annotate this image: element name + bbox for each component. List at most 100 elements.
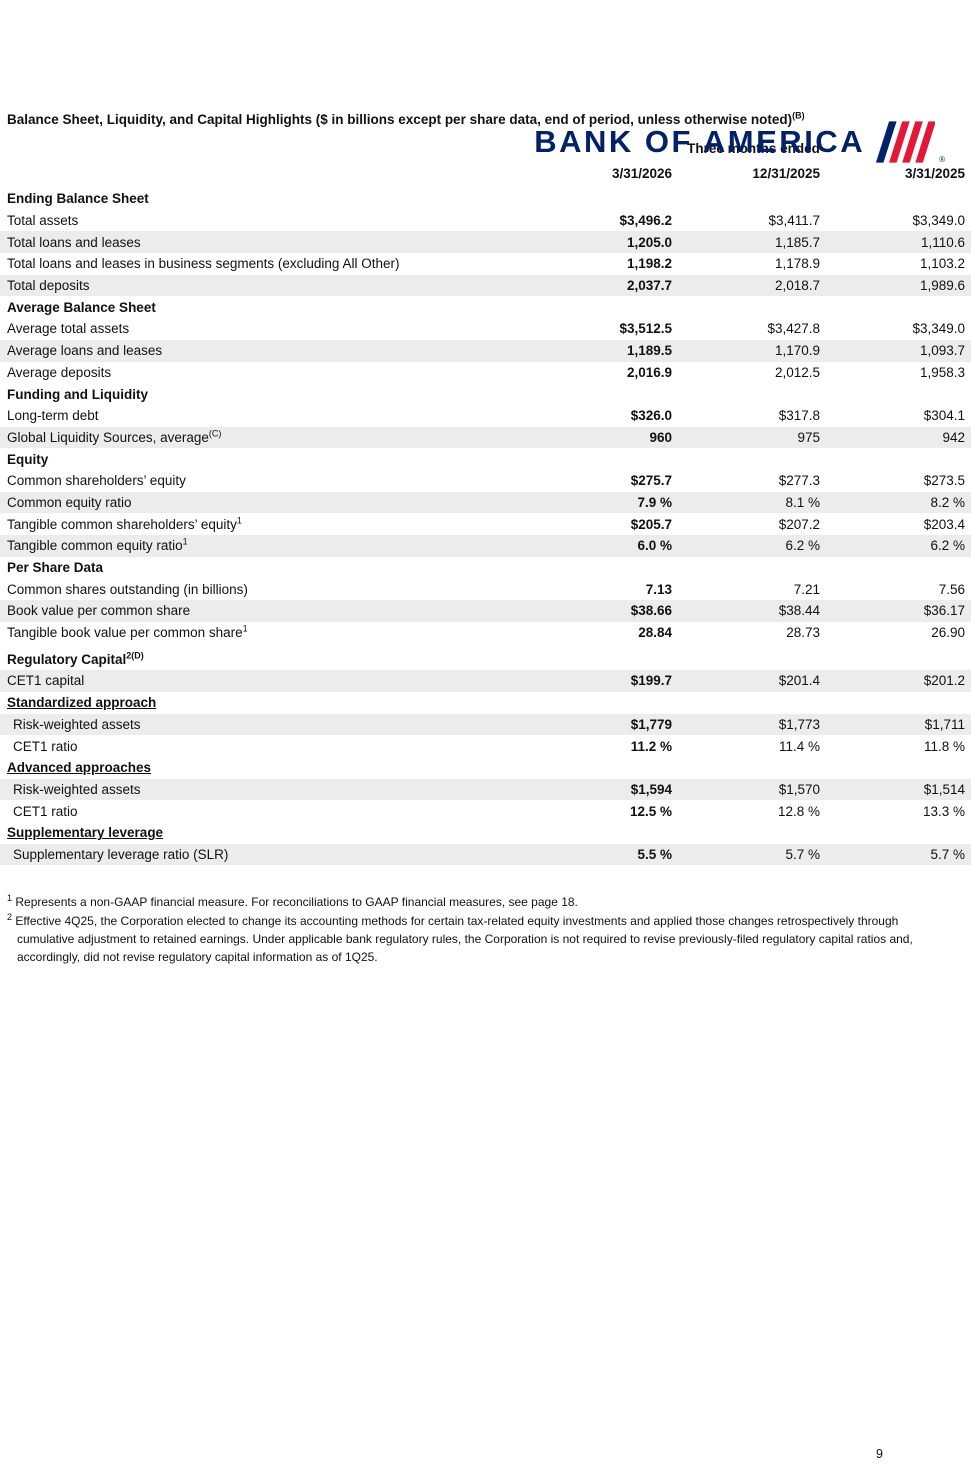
value-cell: 8.2 % [930,494,965,510]
row-label: Supplementary leverage ratio (SLR) [13,846,229,862]
section-header-row: Per Share Data [0,557,971,579]
value-cell: $1,514 [923,781,965,797]
section-header-row: Regulatory Capital2(D) [0,648,971,670]
registered-trademark-symbol: ® [939,155,945,164]
value-cell: $3,496.2 [619,213,672,229]
document-page: { "logo": { "text": "BANK OF AMERICA", "… [0,110,971,1477]
table-row: Risk-weighted assets $1,779 $1,773 $1,711 [0,713,971,736]
row-label: Average deposits [7,364,112,380]
table-row: Common shares outstanding (in billions) 7… [0,578,971,600]
value-cell: $3,512.5 [619,321,672,337]
value-cell: 7.56 [938,581,965,597]
row-label: Supplementary leverage [7,825,164,841]
section-header-row: Equity [0,448,971,470]
value-cell: $275.7 [630,473,672,489]
row-label: Total deposits [7,278,90,294]
value-cell: 26.90 [931,625,965,641]
column-header-row: 3/31/2026 12/31/2025 3/31/2025 [0,166,971,181]
value-cell: 2,012.5 [774,364,820,380]
row-label: Common shares outstanding (in billions) [7,581,248,597]
value-cell: 8.1 % [785,494,820,510]
value-cell: 6.2 % [930,538,965,554]
row-label: Standardized approach [7,695,157,711]
value-cell: 942 [942,429,965,445]
value-cell: 2,018.7 [774,278,820,294]
section-header-row: Ending Balance Sheet [0,188,971,210]
value-cell: 11.2 % [630,738,672,754]
value-cell: $273.5 [923,473,965,489]
row-label: Global Liquidity Sources, average(C) [7,428,222,445]
footnote-2-text: Effective 4Q25, the Corporation elected … [15,914,913,965]
row-label: Common equity ratio [7,494,132,510]
value-cell: 7.9 % [637,494,672,510]
value-cell: 11.8 % [923,738,965,754]
table-row: Average deposits 2,016.9 2,012.5 1,958.3 [0,362,971,384]
table-row: Total deposits 2,037.7 2,018.7 1,989.6 [0,274,971,297]
value-cell: $1,711 [924,716,965,732]
row-label: CET1 capital [7,673,85,689]
table-row: Tangible common equity ratio1 6.0 % 6.2 % 6… [0,535,971,557]
value-cell: 1,110.6 [920,234,965,250]
value-cell: 1,989.6 [919,278,965,294]
value-cell: 1,189.5 [626,343,672,359]
value-cell: 7.21 [793,581,820,597]
table-row: Common shareholders’ equity $275.7 $277.3 $… [0,470,971,492]
value-cell: $203.4 [923,516,965,532]
row-label: Book value per common share [7,603,191,619]
row-label: Tangible common equity ratio1 [7,536,188,554]
value-cell: $38.44 [778,603,820,619]
page-number: 9 [876,1447,883,1461]
row-label: Regulatory Capital2(D) [7,650,144,667]
value-cell: 12.8 % [777,803,820,819]
value-cell: 960 [649,429,672,445]
section-header-row: Average Balance Sheet [0,296,971,318]
row-footnote-marker: 2(D) [126,650,144,661]
table-row: Average loans and leases 1,189.5 1,170.9 1,… [0,339,971,362]
row-label: Advanced approaches [7,760,152,776]
value-cell: $38.66 [630,603,672,619]
value-cell: 1,958.3 [919,364,965,380]
value-cell: 975 [797,429,820,445]
row-label: Per Share Data [7,560,104,576]
row-label: Tangible book value per common share1 [7,623,248,641]
value-cell: $205.7 [630,516,672,532]
column-header-q1-2026: 3/31/2026 [611,166,672,181]
column-header-q4-2025: 12/31/2025 [752,166,820,181]
table-row: CET1 ratio 11.2 % 11.4 % 11.8 % [0,735,971,757]
table-row: Tangible book value per common share1 28.… [0,622,971,644]
table-row: Common equity ratio 7.9 % 8.1 % 8.2 % [0,491,971,514]
page-title-text: Balance Sheet, Liquidity, and Capital Hi… [7,112,793,127]
column-header-spacer [7,166,542,181]
value-cell: $3,349.0 [912,213,965,229]
value-cell: $326.0 [630,408,672,424]
value-cell: $1,570 [778,781,820,797]
row-label: Total loans and leases in business segme… [7,256,400,272]
table-row: Book value per common share $38.66 $38.44 $… [0,600,971,622]
footnote-2-marker: 2 [7,912,13,923]
value-cell: $207.2 [778,516,820,532]
row-footnote-marker: 1 [182,536,188,547]
value-cell: $3,349.0 [912,321,965,337]
row-label: Average Balance Sheet [7,299,156,315]
page-title-footnote-marker: (B) [792,110,805,121]
table-row: Total assets $3,496.2 $3,411.7 $3,349.0 [0,210,971,232]
table-row: Supplementary leverage ratio (SLR) 5.5 % 5… [0,843,971,866]
row-label: CET1 ratio [13,738,78,754]
value-cell: 11.4 % [778,738,820,754]
value-cell: $201.4 [778,673,820,689]
row-label: Funding and Liquidity [7,386,148,402]
table-row: Average total assets $3,512.5 $3,427.8 $3,3… [0,318,971,340]
value-cell: 28.73 [786,625,820,641]
value-cell: 28.84 [638,625,672,641]
section-header-row: Supplementary leverage [0,822,971,844]
row-label: Total assets [7,213,79,229]
section-header-row: Advanced approaches [0,757,971,779]
value-cell: 13.3 % [922,803,965,819]
row-label: Long-term debt [7,408,99,424]
value-cell: $317.8 [778,408,820,424]
row-label: Tangible common shareholders’ equity1 [7,515,242,532]
value-cell: $1,594 [630,781,672,797]
row-label: Ending Balance Sheet [7,191,149,207]
value-cell: 2,037.7 [626,278,672,294]
bank-of-america-logo-text: BANK OF AMERICA [534,124,866,159]
